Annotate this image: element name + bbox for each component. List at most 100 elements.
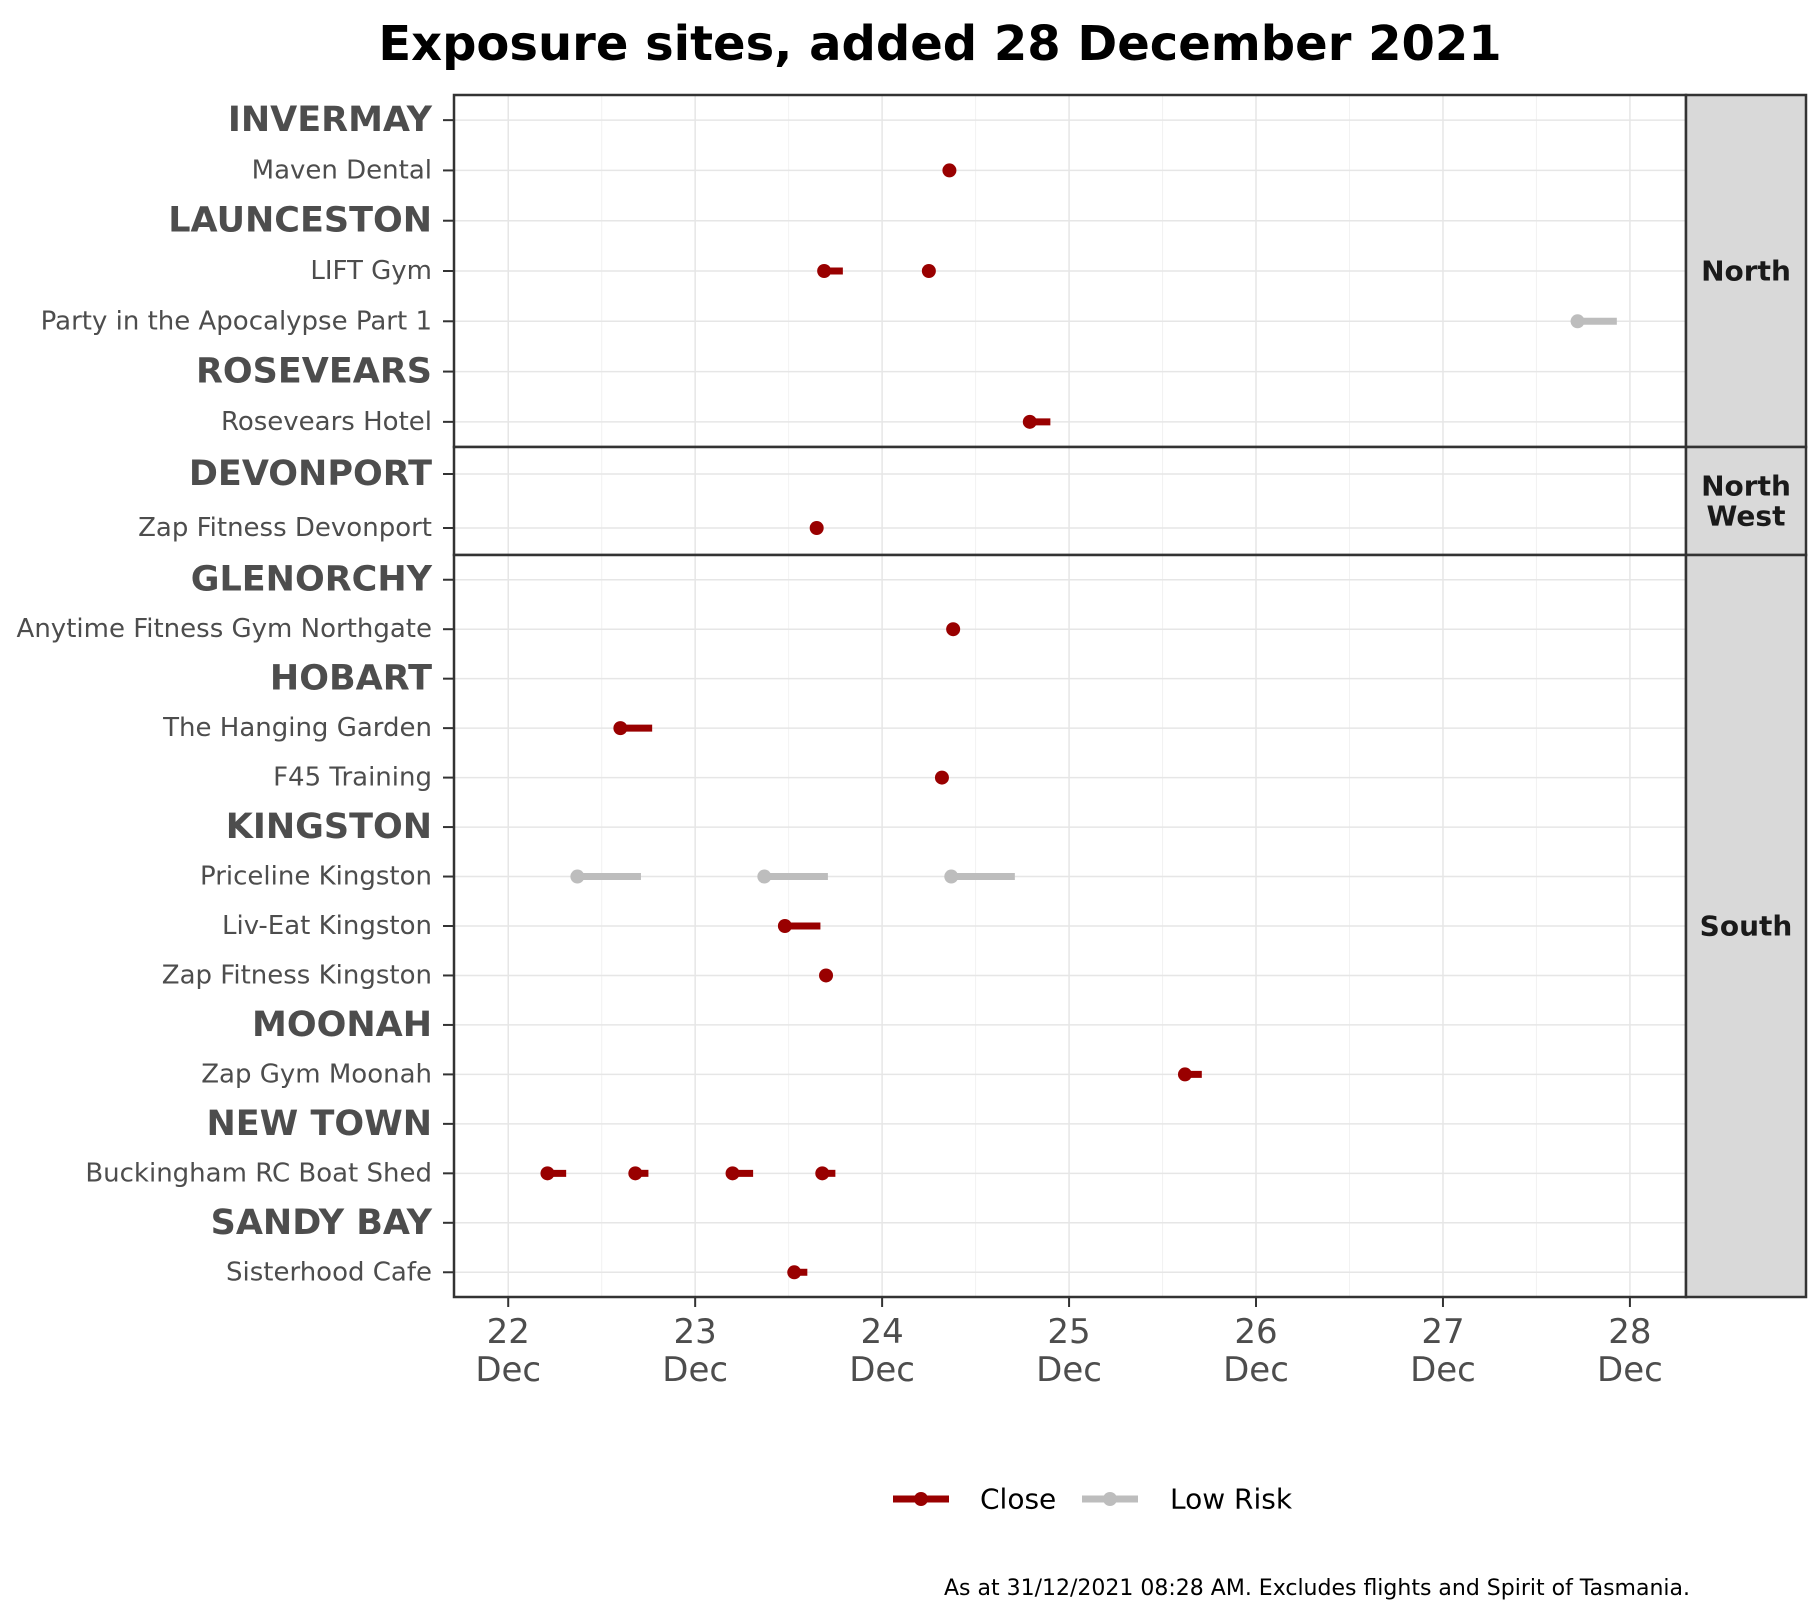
facet-strip-label: North — [1701, 470, 1791, 503]
town-row: MOONAH — [252, 1005, 454, 1045]
town-label: INVERMAY — [228, 100, 433, 140]
panel-background — [454, 447, 1686, 555]
site-row: Anytime Fitness Gym Northgate — [17, 614, 961, 644]
legend-item-low: Low Risk — [1082, 1483, 1293, 1516]
site-label: Liv-Eat Kingston — [222, 911, 432, 941]
town-label: NEW TOWN — [206, 1104, 432, 1144]
town-label: LAUNCESTON — [168, 201, 432, 241]
site-row: Liv-Eat Kingston — [222, 911, 821, 941]
town-row: INVERMAY — [228, 100, 454, 140]
site-label: Priceline Kingston — [200, 862, 432, 892]
exposure-start-point — [1022, 414, 1037, 429]
town-label: KINGSTON — [226, 807, 432, 847]
exposure-start-point — [942, 163, 957, 178]
exposure-start-point — [613, 721, 628, 736]
exposure-start-point — [817, 264, 832, 278]
exposure-start-point — [628, 1166, 643, 1181]
town-label: ROSEVEARS — [196, 352, 432, 392]
exposure-start-point — [809, 521, 824, 535]
x-tick-label-month: Dec — [849, 1350, 915, 1390]
facet-strip — [1684, 553, 1808, 1299]
x-tick-label-day: 27 — [1421, 1312, 1464, 1352]
legend-label: Close — [980, 1483, 1056, 1516]
x-tick-label-month: Dec — [1036, 1350, 1102, 1390]
facet-strip — [1684, 445, 1808, 557]
site-row: Party in the Apocalypse Part 1 — [41, 306, 1617, 336]
x-tick-label-day: 23 — [674, 1312, 717, 1352]
site-row: LIFT Gym — [310, 256, 936, 286]
site-label: LIFT Gym — [310, 256, 432, 286]
exposure-start-point — [1177, 1067, 1192, 1082]
site-row: Zap Fitness Devonport — [138, 513, 824, 543]
site-row: Rosevears Hotel — [221, 407, 1051, 437]
site-row: Maven Dental — [252, 155, 957, 185]
site-row: The Hanging Garden — [162, 713, 653, 743]
chart-panels: INVERMAY Maven Dental LAUNCESTON LIFT Gym Pa… — [17, 93, 1808, 1299]
town-row: HOBART — [270, 659, 454, 699]
exposure-start-point — [819, 968, 834, 983]
town-row: KINGSTON — [226, 807, 454, 847]
town-label: MOONAH — [252, 1005, 432, 1045]
x-tick-label-month: Dec — [1597, 1350, 1663, 1390]
exposure-start-point — [921, 264, 936, 278]
exposure-start-point — [934, 770, 949, 785]
legend-label: Low Risk — [1170, 1483, 1293, 1516]
town-label: SANDY BAY — [211, 1203, 433, 1243]
legend-key-point — [1103, 1492, 1117, 1506]
site-row: Priceline Kingston — [200, 862, 1015, 892]
site-row: Sisterhood Cafe — [226, 1257, 808, 1287]
exposure-start-point — [570, 869, 585, 884]
facet-strip-label: North — [1701, 255, 1791, 288]
site-label: Rosevears Hotel — [221, 407, 432, 437]
chart-caption: As at 31/12/2021 08:28 AM. Excludes flig… — [944, 1576, 1690, 1601]
site-label: Party in the Apocalypse Part 1 — [41, 306, 432, 336]
facet-strip — [1684, 93, 1808, 449]
site-label: Maven Dental — [252, 155, 432, 185]
x-tick-label-month: Dec — [475, 1350, 541, 1390]
site-row: F45 Training — [273, 763, 949, 793]
exposure-start-point — [757, 869, 772, 884]
facet-strip-label: South — [1700, 910, 1793, 943]
legend: Close Low Risk — [893, 1483, 1293, 1516]
site-label: F45 Training — [273, 763, 432, 793]
exposure-start-point — [815, 1166, 830, 1181]
x-tick-label-day: 25 — [1047, 1312, 1090, 1352]
exposure-start-point — [946, 622, 961, 637]
exposure-start-point — [1570, 314, 1585, 329]
legend-item-close: Close — [893, 1483, 1056, 1516]
x-tick-label-month: Dec — [1223, 1350, 1289, 1390]
x-tick-label-day: 26 — [1234, 1312, 1277, 1352]
town-row: DEVONPORT — [189, 454, 454, 494]
town-row: SANDY BAY — [211, 1203, 454, 1243]
town-label: GLENORCHY — [191, 560, 433, 600]
panel-south: GLENORCHY Anytime Fitness Gym Northgate HO… — [17, 553, 1808, 1299]
site-label: Buckingham RC Boat Shed — [85, 1158, 432, 1188]
panel-north: INVERMAY Maven Dental LAUNCESTON LIFT Gym Pa… — [41, 93, 1808, 449]
town-row: NEW TOWN — [206, 1104, 454, 1144]
site-row: Zap Fitness Kingston — [162, 960, 834, 990]
exposure-start-point — [725, 1166, 740, 1181]
site-row: Zap Gym Moonah — [201, 1059, 1202, 1089]
exposure-start-point — [540, 1166, 555, 1181]
site-label: Zap Fitness Kingston — [162, 960, 432, 990]
site-label: Zap Gym Moonah — [201, 1059, 432, 1089]
site-label: Sisterhood Cafe — [226, 1257, 432, 1287]
exposure-start-point — [944, 869, 959, 884]
site-label: Zap Fitness Devonport — [138, 513, 432, 543]
exposure-start-point — [777, 919, 792, 933]
x-tick-label-day: 24 — [860, 1312, 903, 1352]
x-tick-label-month: Dec — [662, 1350, 728, 1390]
facet-strip-label: West — [1707, 500, 1786, 533]
x-tick-label-day: 22 — [487, 1312, 530, 1352]
x-tick-label-day: 28 — [1608, 1312, 1651, 1352]
site-label: Anytime Fitness Gym Northgate — [17, 614, 432, 644]
x-tick-label-month: Dec — [1410, 1350, 1476, 1390]
site-row: Buckingham RC Boat Shed — [85, 1158, 836, 1188]
town-row: LAUNCESTON — [168, 201, 454, 241]
chart-title: Exposure sites, added 28 December 2021 — [378, 16, 1501, 72]
site-label: The Hanging Garden — [162, 713, 432, 743]
town-label: HOBART — [270, 659, 432, 699]
